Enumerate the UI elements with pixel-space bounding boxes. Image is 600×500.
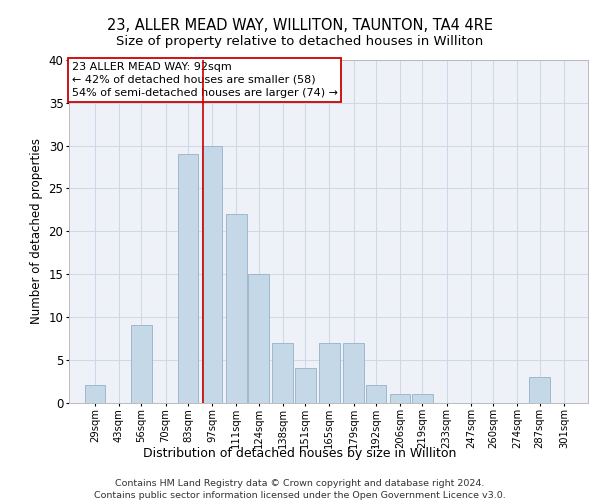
Bar — [343, 342, 364, 402]
Text: 23, ALLER MEAD WAY, WILLITON, TAUNTON, TA4 4RE: 23, ALLER MEAD WAY, WILLITON, TAUNTON, T… — [107, 18, 493, 32]
Bar — [131, 326, 152, 402]
Bar — [178, 154, 199, 402]
Text: 23 ALLER MEAD WAY: 92sqm
← 42% of detached houses are smaller (58)
54% of semi-d: 23 ALLER MEAD WAY: 92sqm ← 42% of detach… — [71, 62, 338, 98]
Bar — [412, 394, 433, 402]
Text: Size of property relative to detached houses in Williton: Size of property relative to detached ho… — [116, 35, 484, 48]
Bar — [390, 394, 410, 402]
Bar — [248, 274, 269, 402]
Bar — [202, 146, 223, 402]
Bar — [295, 368, 316, 402]
Text: Contains public sector information licensed under the Open Government Licence v3: Contains public sector information licen… — [94, 491, 506, 500]
Bar — [365, 386, 386, 402]
Text: Distribution of detached houses by size in Williton: Distribution of detached houses by size … — [143, 448, 457, 460]
Bar — [85, 386, 105, 402]
Bar — [319, 342, 340, 402]
Bar — [272, 342, 293, 402]
Y-axis label: Number of detached properties: Number of detached properties — [30, 138, 43, 324]
Bar — [529, 377, 550, 402]
Bar — [226, 214, 247, 402]
Text: Contains HM Land Registry data © Crown copyright and database right 2024.: Contains HM Land Registry data © Crown c… — [115, 479, 485, 488]
